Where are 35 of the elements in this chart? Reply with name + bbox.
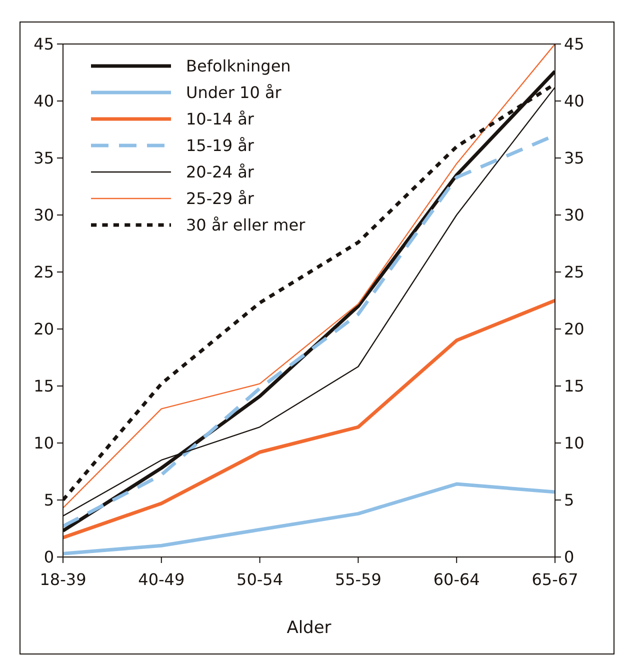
x-tick-label: 55-59 (334, 570, 382, 589)
y-tick-label: 35 (34, 148, 54, 168)
line-series (63, 298, 555, 540)
x-tick-label: 60-64 (433, 570, 480, 589)
legend-label: 30 år eller mer (186, 216, 306, 235)
y-tick-label: 25 (34, 262, 54, 282)
x-tick-label: 18-39 (40, 570, 86, 589)
y-tick-label: 30 (34, 206, 54, 225)
legend-label: 10-14 år (186, 110, 254, 129)
legend-label: Befolkningen (186, 56, 291, 76)
y-tick-label: 40 (34, 92, 54, 111)
legend-label: 25-29 år (186, 189, 254, 208)
y2-tick-label: 35 (564, 148, 584, 168)
y2-tick-label: 15 (564, 376, 584, 396)
y2-tick-label: 40 (564, 92, 584, 111)
y-tick-label: 15 (34, 376, 54, 396)
y-tick-label: 20 (34, 320, 54, 339)
y2-tick-label: 25 (564, 262, 584, 282)
y2-tick-label: 10 (564, 434, 584, 453)
x-tick-label: 50-54 (236, 570, 284, 589)
x-tick-label: 65-67 (532, 570, 578, 589)
legend-label: Under 10 år (186, 83, 282, 102)
y2-tick-label: 30 (564, 206, 584, 225)
x-tick-label: 40-49 (138, 570, 185, 589)
y-tick-label: 45 (34, 34, 54, 54)
legend-label: 20-24 år (186, 162, 254, 182)
legend-label: 15-19 år (186, 136, 254, 156)
y2-tick-label: 5 (564, 490, 574, 510)
y2-tick-label: 20 (564, 320, 584, 339)
y-tick-label: 10 (34, 434, 54, 453)
y2-tick-label: 45 (564, 34, 584, 54)
x-axis-title: Alder (286, 618, 332, 638)
y-tick-label: 0 (44, 548, 54, 567)
y-tick-label: 5 (44, 490, 54, 510)
y2-tick-label: 0 (564, 548, 574, 567)
